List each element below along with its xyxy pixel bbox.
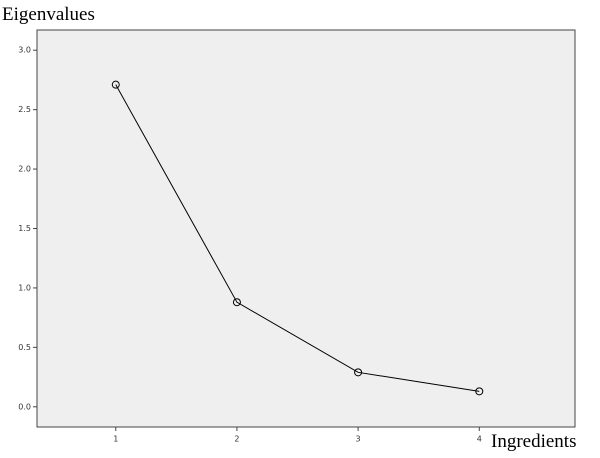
plot-area — [36, 29, 576, 428]
point-marker — [111, 80, 120, 89]
x-tick-label: 3 — [356, 435, 361, 444]
point-marker — [232, 298, 241, 307]
x-tick-label: 2 — [234, 435, 239, 444]
series-line — [115, 84, 480, 392]
x-tick-label: 1 — [113, 435, 118, 444]
x-axis-label: Ingredients — [491, 431, 576, 452]
y-tick-label: 1.0 — [18, 283, 31, 292]
y-axis-label: Eigenvalues — [2, 4, 95, 25]
y-tick-label: 0.0 — [18, 402, 31, 411]
point-marker — [475, 387, 484, 396]
y-tick-label: 2.0 — [18, 165, 31, 174]
y-tick-label: 2.5 — [18, 105, 31, 114]
y-tick-label: 1.5 — [18, 224, 31, 233]
y-tick-label: 0.5 — [18, 343, 31, 352]
x-tick-label: 4 — [477, 435, 482, 444]
point-marker — [354, 368, 363, 377]
y-tick-label: 3.0 — [18, 46, 31, 55]
